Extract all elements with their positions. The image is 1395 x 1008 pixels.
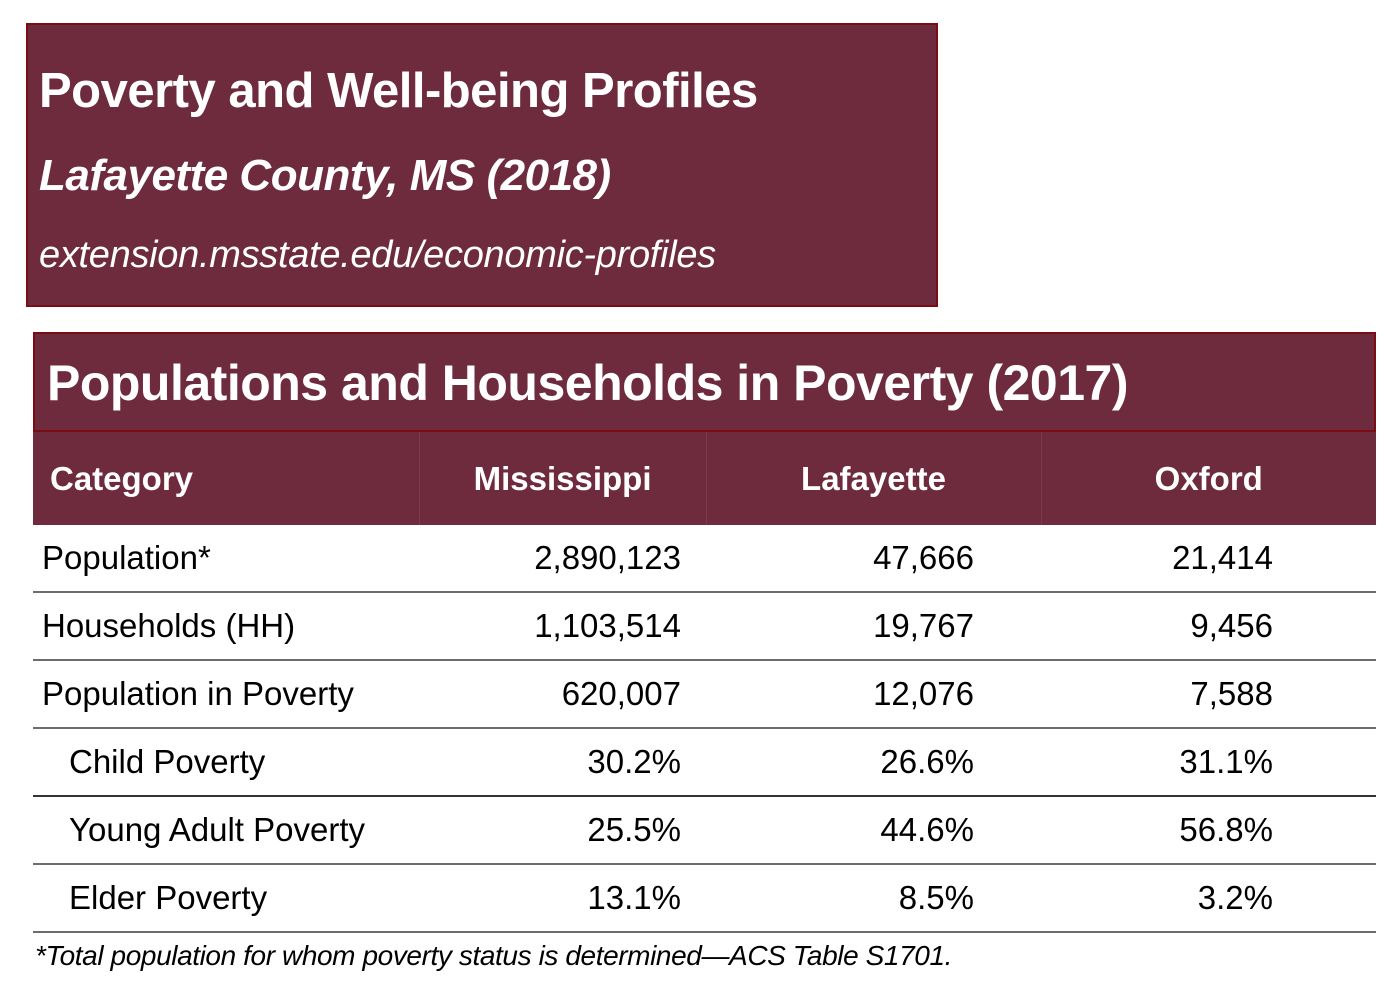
cell-lafayette: 12,076 [706, 660, 1041, 729]
cell-oxford: 56.8% [1041, 796, 1376, 865]
row-category: Population* [33, 525, 419, 593]
row-category: Households (HH) [33, 592, 419, 661]
cell-oxford: 31.1% [1041, 728, 1376, 797]
cell-lafayette: 26.6% [706, 728, 1041, 797]
profile-url: extension.msstate.edu/economic-profiles [39, 234, 716, 276]
cell-mississippi: 30.2% [419, 728, 706, 797]
cell-lafayette: 44.6% [706, 796, 1041, 865]
cell-oxford: 21,414 [1041, 525, 1376, 593]
cell-oxford: 9,456 [1041, 592, 1376, 661]
table-row: Young Adult Poverty 25.5% 44.6% 56.8% [33, 796, 1376, 865]
cell-oxford: 7,588 [1041, 660, 1376, 729]
profile-title-banner: Poverty and Well-being Profiles Lafayett… [26, 23, 938, 307]
cell-mississippi: 25.5% [419, 796, 706, 865]
table-row: Child Poverty 30.2% 26.6% 31.1% [33, 728, 1376, 797]
column-header-oxford: Oxford [1040, 432, 1376, 525]
poverty-table: Category Mississippi Lafayette Oxford Po… [33, 432, 1376, 933]
table-row: Population* 2,890,123 47,666 21,414 [33, 525, 1376, 593]
footnote: *Total population for whom poverty statu… [35, 940, 952, 971]
column-header-category: Category [33, 432, 419, 525]
table-row: Population in Poverty 620,007 12,076 7,5… [33, 660, 1376, 729]
table-row: Households (HH) 1,103,514 19,767 9,456 [33, 592, 1376, 661]
cell-lafayette: 8.5% [706, 864, 1041, 933]
cell-lafayette: 19,767 [706, 592, 1041, 661]
profile-title: Poverty and Well-being Profiles [39, 64, 758, 118]
table-row: Elder Poverty 13.1% 8.5% 3.2% [33, 864, 1376, 933]
column-header-mississippi: Mississippi [418, 432, 706, 525]
table-header-row: Category Mississippi Lafayette Oxford [33, 432, 1376, 525]
cell-mississippi: 1,103,514 [419, 592, 706, 661]
cell-oxford: 3.2% [1041, 864, 1376, 933]
section-title-banner: Populations and Households in Poverty (2… [33, 332, 1376, 432]
section-title: Populations and Households in Poverty (2… [47, 355, 1128, 411]
row-category: Population in Poverty [33, 660, 419, 729]
row-category: Child Poverty [33, 728, 419, 797]
row-category: Young Adult Poverty [33, 796, 419, 865]
cell-mississippi: 620,007 [419, 660, 706, 729]
cell-lafayette: 47,666 [706, 525, 1041, 593]
cell-mississippi: 13.1% [419, 864, 706, 933]
row-category: Elder Poverty [33, 864, 419, 933]
column-header-lafayette: Lafayette [705, 432, 1041, 525]
profile-subtitle: Lafayette County, MS (2018) [39, 151, 611, 200]
cell-mississippi: 2,890,123 [419, 525, 706, 593]
